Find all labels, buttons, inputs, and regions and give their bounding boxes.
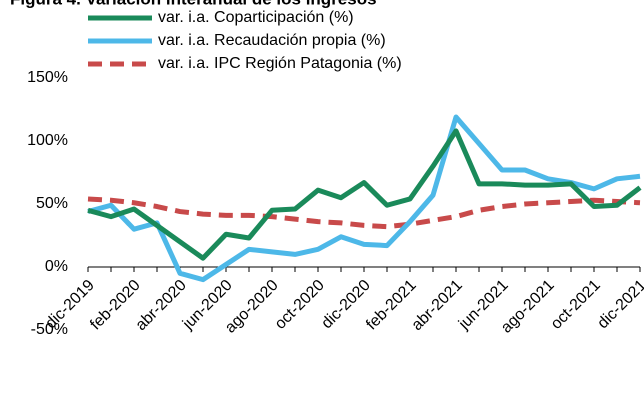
y-tick-label: -50% (31, 321, 68, 338)
y-tick-label: 0% (45, 258, 68, 275)
legend-label: var. i.a. IPC Región Patagonia (%) (158, 55, 402, 72)
chart-title: Figura 4. Variación interanual de los in… (10, 0, 377, 8)
y-tick-label: 50% (36, 195, 68, 212)
x-tick-label: oct-2021 (548, 277, 604, 333)
x-tick-label: oct-2020 (272, 277, 328, 333)
x-tick-label: abr-2021 (409, 277, 466, 334)
x-tick-label: dic-2021 (594, 277, 644, 333)
x-tick-label: abr-2020 (133, 277, 190, 334)
legend-label: var. i.a. Coparticipación (%) (158, 9, 354, 26)
series-line (87, 196, 641, 230)
series-line (87, 128, 642, 261)
y-tick-label: 150% (27, 69, 68, 86)
y-tick-label: 100% (27, 132, 68, 149)
series-line (87, 114, 641, 283)
legend-label: var. i.a. Recaudación propia (%) (158, 32, 386, 49)
